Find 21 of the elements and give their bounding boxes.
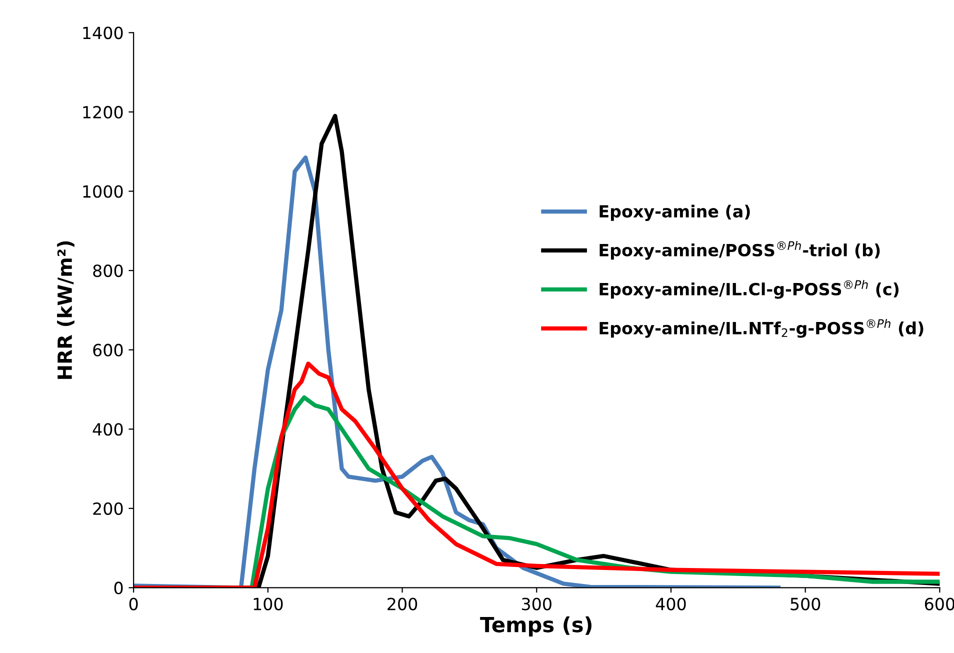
y-tick-label: 600 [93, 344, 123, 356]
y-tick-label: 400 [92, 423, 123, 436]
y-axis-title: HRR (kW/m²) [57, 241, 74, 379]
x-tick-label: 300 [522, 598, 552, 610]
x-tick-label: 0 [129, 598, 138, 610]
x-tick-label: 200 [388, 598, 418, 610]
legend-label: Epoxy-amine/POSS$^{®Ph}$-triol (b) [600, 240, 880, 260]
y-tick-label: 1200 [83, 106, 123, 119]
y-tick-label: 0 [114, 582, 123, 594]
x-tick-label: 500 [790, 598, 820, 610]
x-tick-label: 600 [924, 598, 954, 610]
x-axis-title: Temps (s) [480, 616, 592, 636]
y-tick-label: 800 [93, 264, 123, 278]
legend-label: Epoxy-amine/IL.NTf$_{2}$-g-POSS$^{®Ph}$ (d) [600, 318, 924, 338]
y-tick-label: 1400 [83, 26, 123, 40]
y-tick-label: 200 [93, 502, 123, 515]
legend-label: Epoxy-amine (a) [600, 204, 750, 221]
y-tick-label: 1000 [83, 185, 123, 198]
x-tick-label: 400 [656, 598, 686, 610]
x-tick-label: 100 [254, 598, 283, 610]
legend-label: Epoxy-amine/IL.Cl-g-POSS$^{®Ph}$ (c) [600, 280, 899, 299]
